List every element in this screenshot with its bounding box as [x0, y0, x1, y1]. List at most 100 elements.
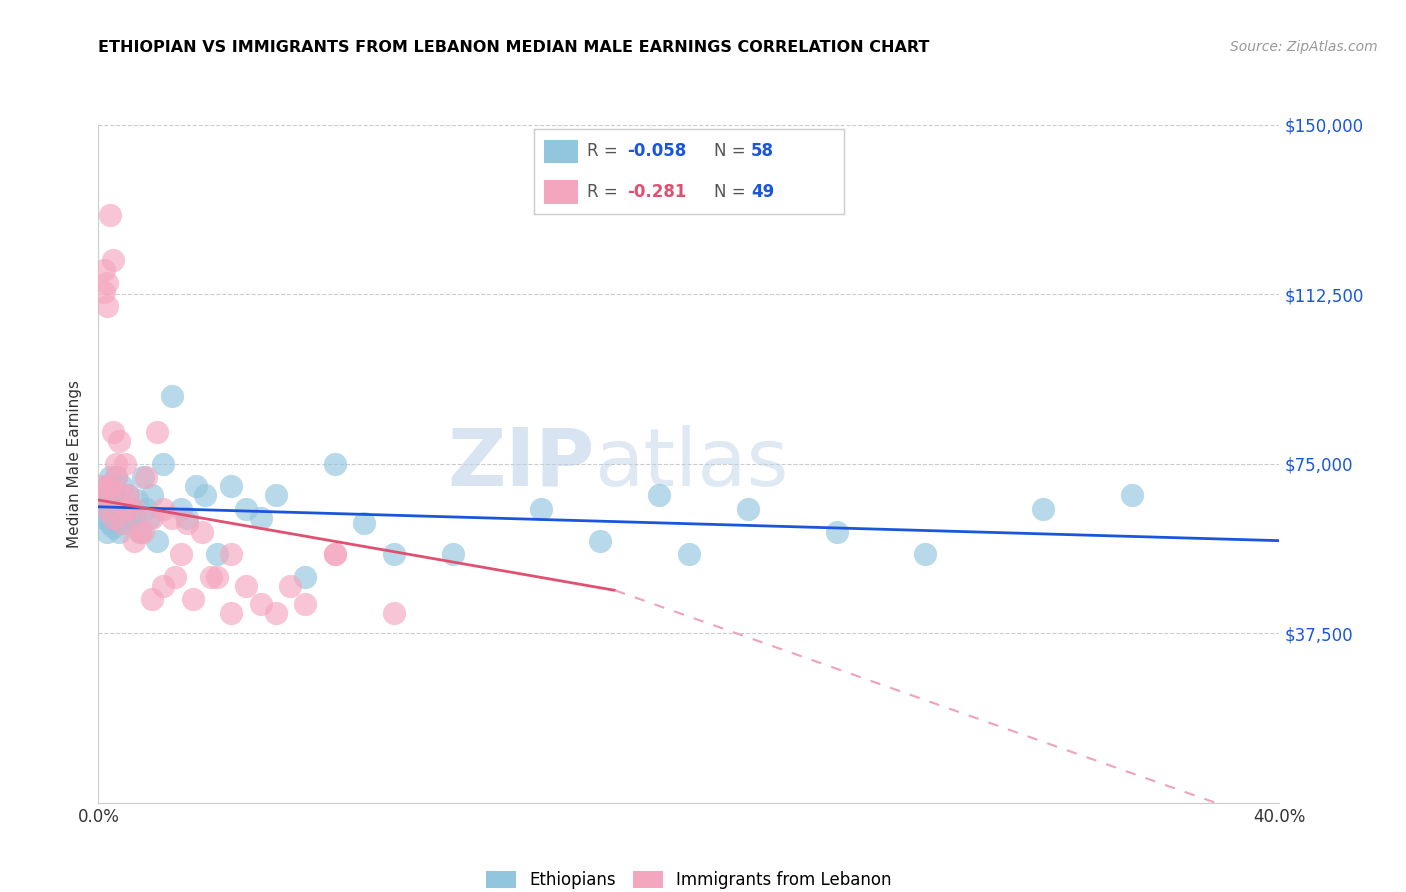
Point — [105, 470, 128, 484]
Point — [114, 502, 136, 516]
Point — [125, 493, 148, 508]
Point — [181, 592, 204, 607]
Point — [111, 488, 134, 502]
Point — [111, 516, 134, 530]
Point — [122, 533, 145, 548]
Point — [103, 425, 125, 440]
Point — [530, 502, 553, 516]
Point — [132, 470, 155, 484]
Point — [105, 488, 128, 502]
Point — [648, 488, 671, 502]
Point — [93, 262, 115, 277]
Text: ZIP: ZIP — [447, 425, 595, 503]
Point — [96, 524, 118, 539]
Point — [96, 479, 118, 493]
Point — [122, 502, 145, 516]
Point — [146, 425, 169, 440]
Text: -0.281: -0.281 — [627, 184, 686, 202]
Point — [278, 579, 302, 593]
Text: R =: R = — [586, 142, 623, 160]
Point — [141, 592, 163, 607]
Point — [323, 457, 346, 471]
Point — [250, 511, 273, 525]
Text: atlas: atlas — [595, 425, 789, 503]
Point — [138, 511, 160, 525]
Point — [114, 457, 136, 471]
Point — [1121, 488, 1143, 502]
Point — [219, 479, 242, 493]
Point — [103, 511, 125, 525]
Point — [152, 457, 174, 471]
Point — [98, 479, 121, 493]
Point — [111, 479, 134, 493]
Point — [122, 511, 145, 525]
Point — [250, 597, 273, 611]
Point — [914, 547, 936, 561]
Point — [235, 502, 257, 516]
Point — [235, 579, 257, 593]
Text: -0.058: -0.058 — [627, 142, 686, 160]
Point — [135, 470, 157, 484]
Text: 49: 49 — [751, 184, 775, 202]
Bar — [544, 139, 578, 163]
Point — [93, 511, 115, 525]
Point — [132, 524, 155, 539]
Point — [105, 457, 128, 471]
Point — [103, 253, 125, 268]
Point — [105, 470, 128, 484]
Point — [184, 479, 207, 493]
Point — [170, 502, 193, 516]
Point — [96, 493, 118, 508]
Point — [194, 488, 217, 502]
Point — [128, 524, 150, 539]
Point — [93, 285, 115, 299]
Point — [96, 299, 118, 313]
Point — [117, 488, 139, 502]
Point — [176, 516, 198, 530]
Point — [103, 520, 125, 534]
Point — [117, 488, 139, 502]
Point — [678, 547, 700, 561]
Text: ETHIOPIAN VS IMMIGRANTS FROM LEBANON MEDIAN MALE EARNINGS CORRELATION CHART: ETHIOPIAN VS IMMIGRANTS FROM LEBANON MED… — [98, 40, 929, 55]
Point — [90, 479, 112, 493]
Point — [162, 511, 183, 525]
Point — [737, 502, 759, 516]
Point — [117, 511, 139, 525]
Text: R =: R = — [586, 184, 623, 202]
Point — [103, 507, 125, 521]
Point — [589, 533, 612, 548]
Point — [108, 502, 131, 516]
Point — [98, 470, 121, 484]
Point — [108, 524, 131, 539]
Point — [264, 606, 287, 620]
Point — [90, 507, 112, 521]
Point — [98, 208, 121, 222]
Point — [105, 511, 128, 525]
Text: N =: N = — [714, 184, 751, 202]
Point — [120, 502, 142, 516]
Point — [135, 502, 157, 516]
Point — [108, 434, 131, 449]
Point — [219, 547, 242, 561]
Point — [200, 570, 222, 584]
Point — [96, 502, 118, 516]
Point — [382, 547, 405, 561]
Point — [162, 389, 183, 403]
Point — [205, 570, 228, 584]
Point — [170, 547, 193, 561]
Point — [98, 479, 121, 493]
Point — [1032, 502, 1054, 516]
Point — [146, 533, 169, 548]
Point — [323, 547, 346, 561]
Point — [176, 511, 198, 525]
Point — [111, 511, 134, 525]
Text: Source: ZipAtlas.com: Source: ZipAtlas.com — [1230, 40, 1378, 54]
Text: 58: 58 — [751, 142, 773, 160]
Point — [165, 570, 187, 584]
Point — [141, 488, 163, 502]
Point — [152, 579, 174, 593]
Point — [96, 276, 118, 290]
Point — [825, 524, 848, 539]
Point — [93, 488, 115, 502]
Point — [128, 524, 150, 539]
